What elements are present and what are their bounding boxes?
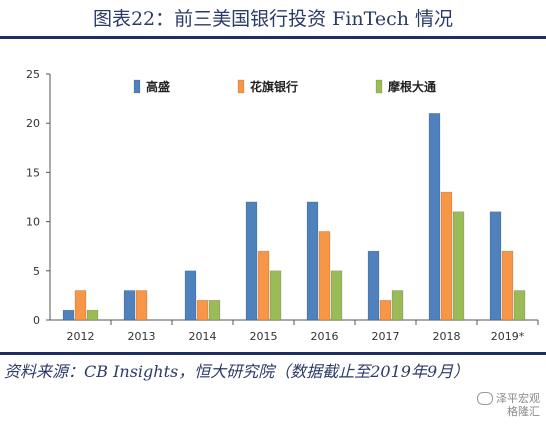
x-tick-label: 2012 [67,330,95,343]
chart-legend: 高盛 花旗银行 摩根大通 [133,79,436,94]
x-tick-label: 2019* [491,330,525,343]
bar-高盛-2016 [306,201,319,321]
legend-label: 摩根大通 [388,79,436,94]
bar-chart: 0 5 10 15 20 25 2012 2013 2014 2015 2016 2017 2018 20… [26,68,539,343]
bar-花旗银行-2013 [135,290,148,321]
bar-花旗银行-2015 [257,250,270,321]
bar-高盛-2017 [367,250,380,321]
bar-高盛-2012 [62,309,75,321]
bar-摩根大通-2012 [86,309,99,321]
bar-摩根大通-2016 [330,270,343,321]
bar-高盛-2015 [245,201,258,321]
bar-花旗银行-2016 [318,231,331,321]
bar-花旗银行-2018 [440,191,453,321]
legend-swatch [133,79,141,94]
x-tick-label: 2013 [128,330,156,343]
bottom-rule [0,352,546,355]
y-tick-label: 5 [33,265,40,278]
bar-花旗银行-2017 [379,300,392,321]
bar-摩根大通-2017 [391,290,404,321]
y-tick-label: 10 [26,216,40,229]
y-tick-label: 0 [33,314,40,327]
chart-axes: 0 5 10 15 20 25 2012 2013 2014 2015 2016 2017 2018 20… [26,68,539,343]
watermark-line-2: 格隆汇 [507,405,540,418]
y-tick-label: 20 [26,117,40,130]
watermark: 泽平宏观 格隆汇 [477,391,540,418]
bar-高盛-2014 [184,270,197,321]
chart-bars [62,113,526,321]
bar-摩根大通-2015 [269,270,282,321]
x-tick-label: 2017 [372,330,400,343]
bar-摩根大通-2014 [208,300,221,321]
bar-花旗银行-2019* [501,250,514,321]
watermark-line-1: 泽平宏观 [496,391,540,405]
legend-swatch [375,79,383,94]
legend-label: 高盛 [146,79,170,94]
bar-高盛-2019* [489,211,502,321]
x-tick-label: 2014 [189,330,217,343]
y-tick-label: 25 [26,68,40,81]
bar-摩根大通-2018 [452,211,465,321]
bar-摩根大通-2019* [513,290,526,321]
source-note: 资料来源：CB Insights，恒大研究院（数据截止至2019年9月） [4,362,470,381]
legend-label: 花旗银行 [250,79,298,94]
x-tick-label: 2015 [250,330,278,343]
top-rule [0,36,546,39]
y-tick-label: 15 [26,166,40,179]
legend-swatch [237,79,245,94]
x-tick-label: 2018 [433,330,461,343]
figure-title: 图表22：前三美国银行投资 FinTech 情况 [92,8,454,30]
wechat-icon [477,392,493,405]
bar-高盛-2018 [428,113,441,321]
bar-花旗银行-2014 [196,300,209,321]
bar-花旗银行-2012 [74,290,87,321]
bar-高盛-2013 [123,290,136,321]
x-tick-label: 2016 [311,330,339,343]
